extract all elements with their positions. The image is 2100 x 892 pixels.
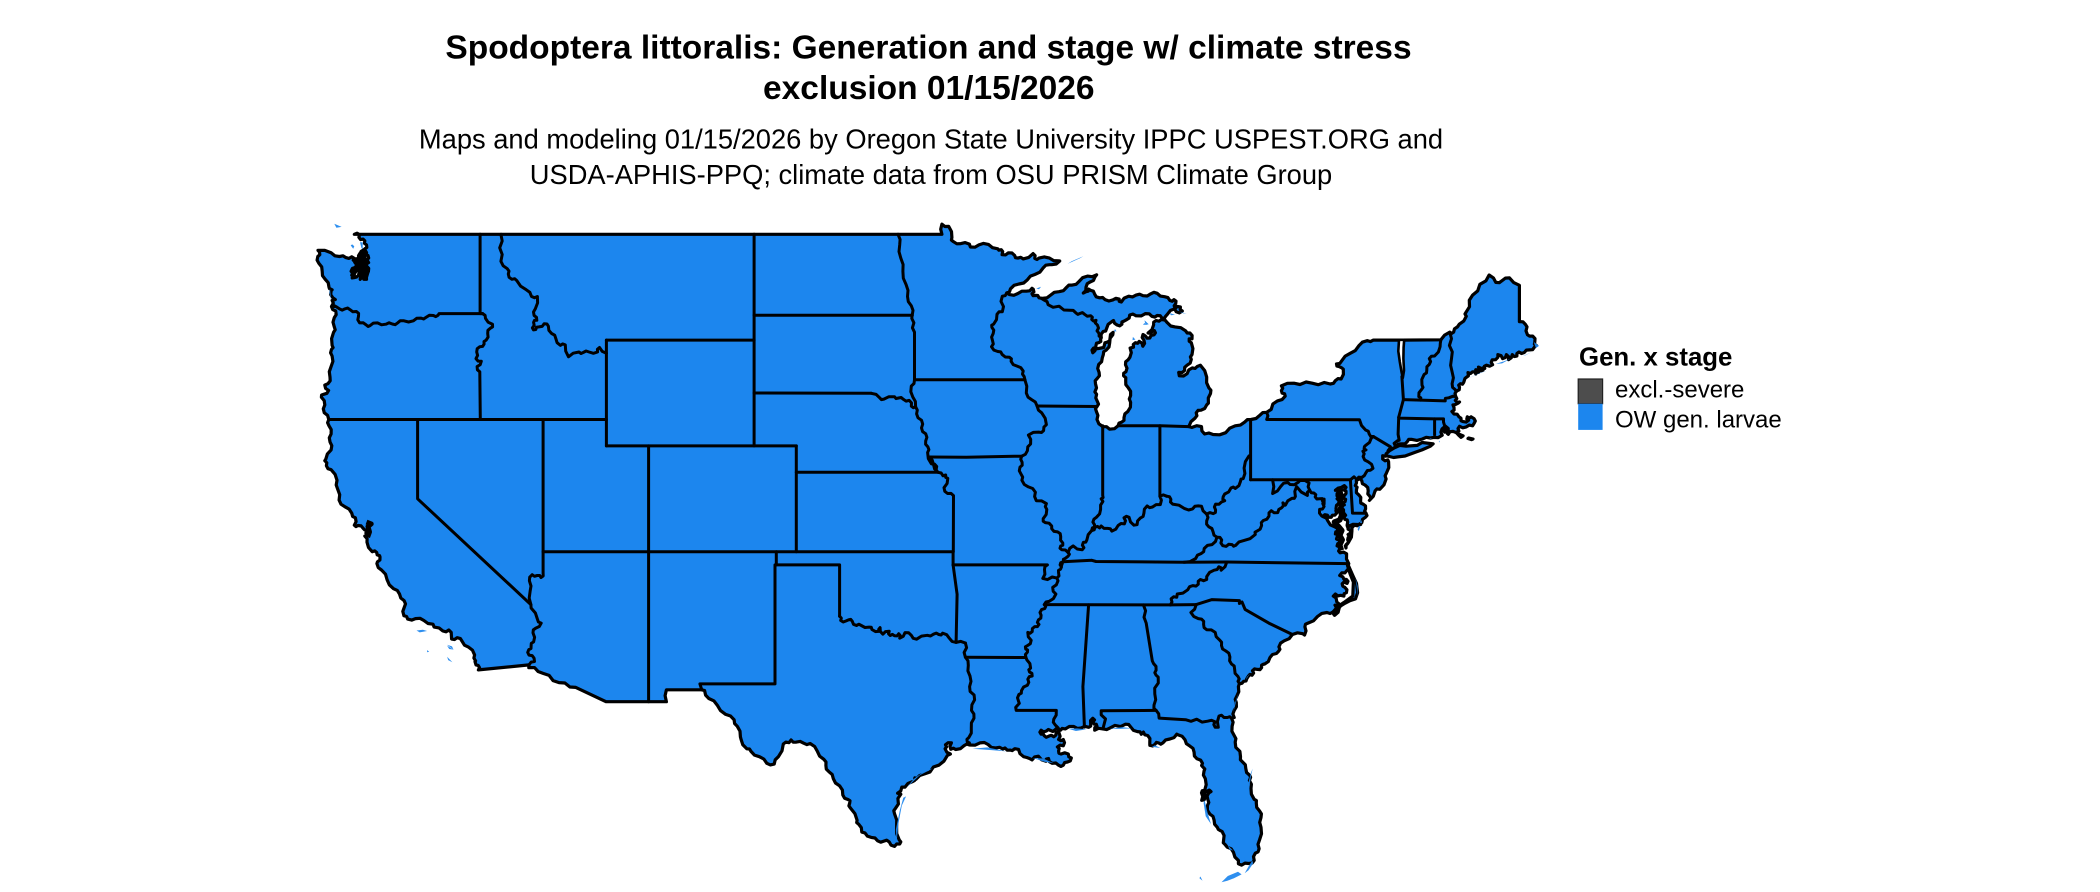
- svg-text:Gen. x stage: Gen. x stage: [1579, 344, 1732, 372]
- svg-text:exclusion 01/15/2026: exclusion 01/15/2026: [763, 70, 1095, 107]
- svg-text:excl.-severe: excl.-severe: [1615, 377, 1744, 404]
- svg-text:OW gen. larvae: OW gen. larvae: [1615, 407, 1782, 434]
- svg-text:Spodoptera littoralis: Generat: Spodoptera littoralis: Generation and st…: [445, 30, 1411, 67]
- svg-text:USDA-APHIS-PPQ; climate data f: USDA-APHIS-PPQ; climate data from OSU PR…: [530, 159, 1332, 190]
- svg-text:Maps and modeling 01/15/2026 b: Maps and modeling 01/15/2026 by Oregon S…: [419, 124, 1443, 155]
